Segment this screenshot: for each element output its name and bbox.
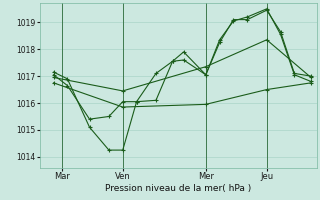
X-axis label: Pression niveau de la mer( hPa ): Pression niveau de la mer( hPa )	[105, 184, 251, 193]
